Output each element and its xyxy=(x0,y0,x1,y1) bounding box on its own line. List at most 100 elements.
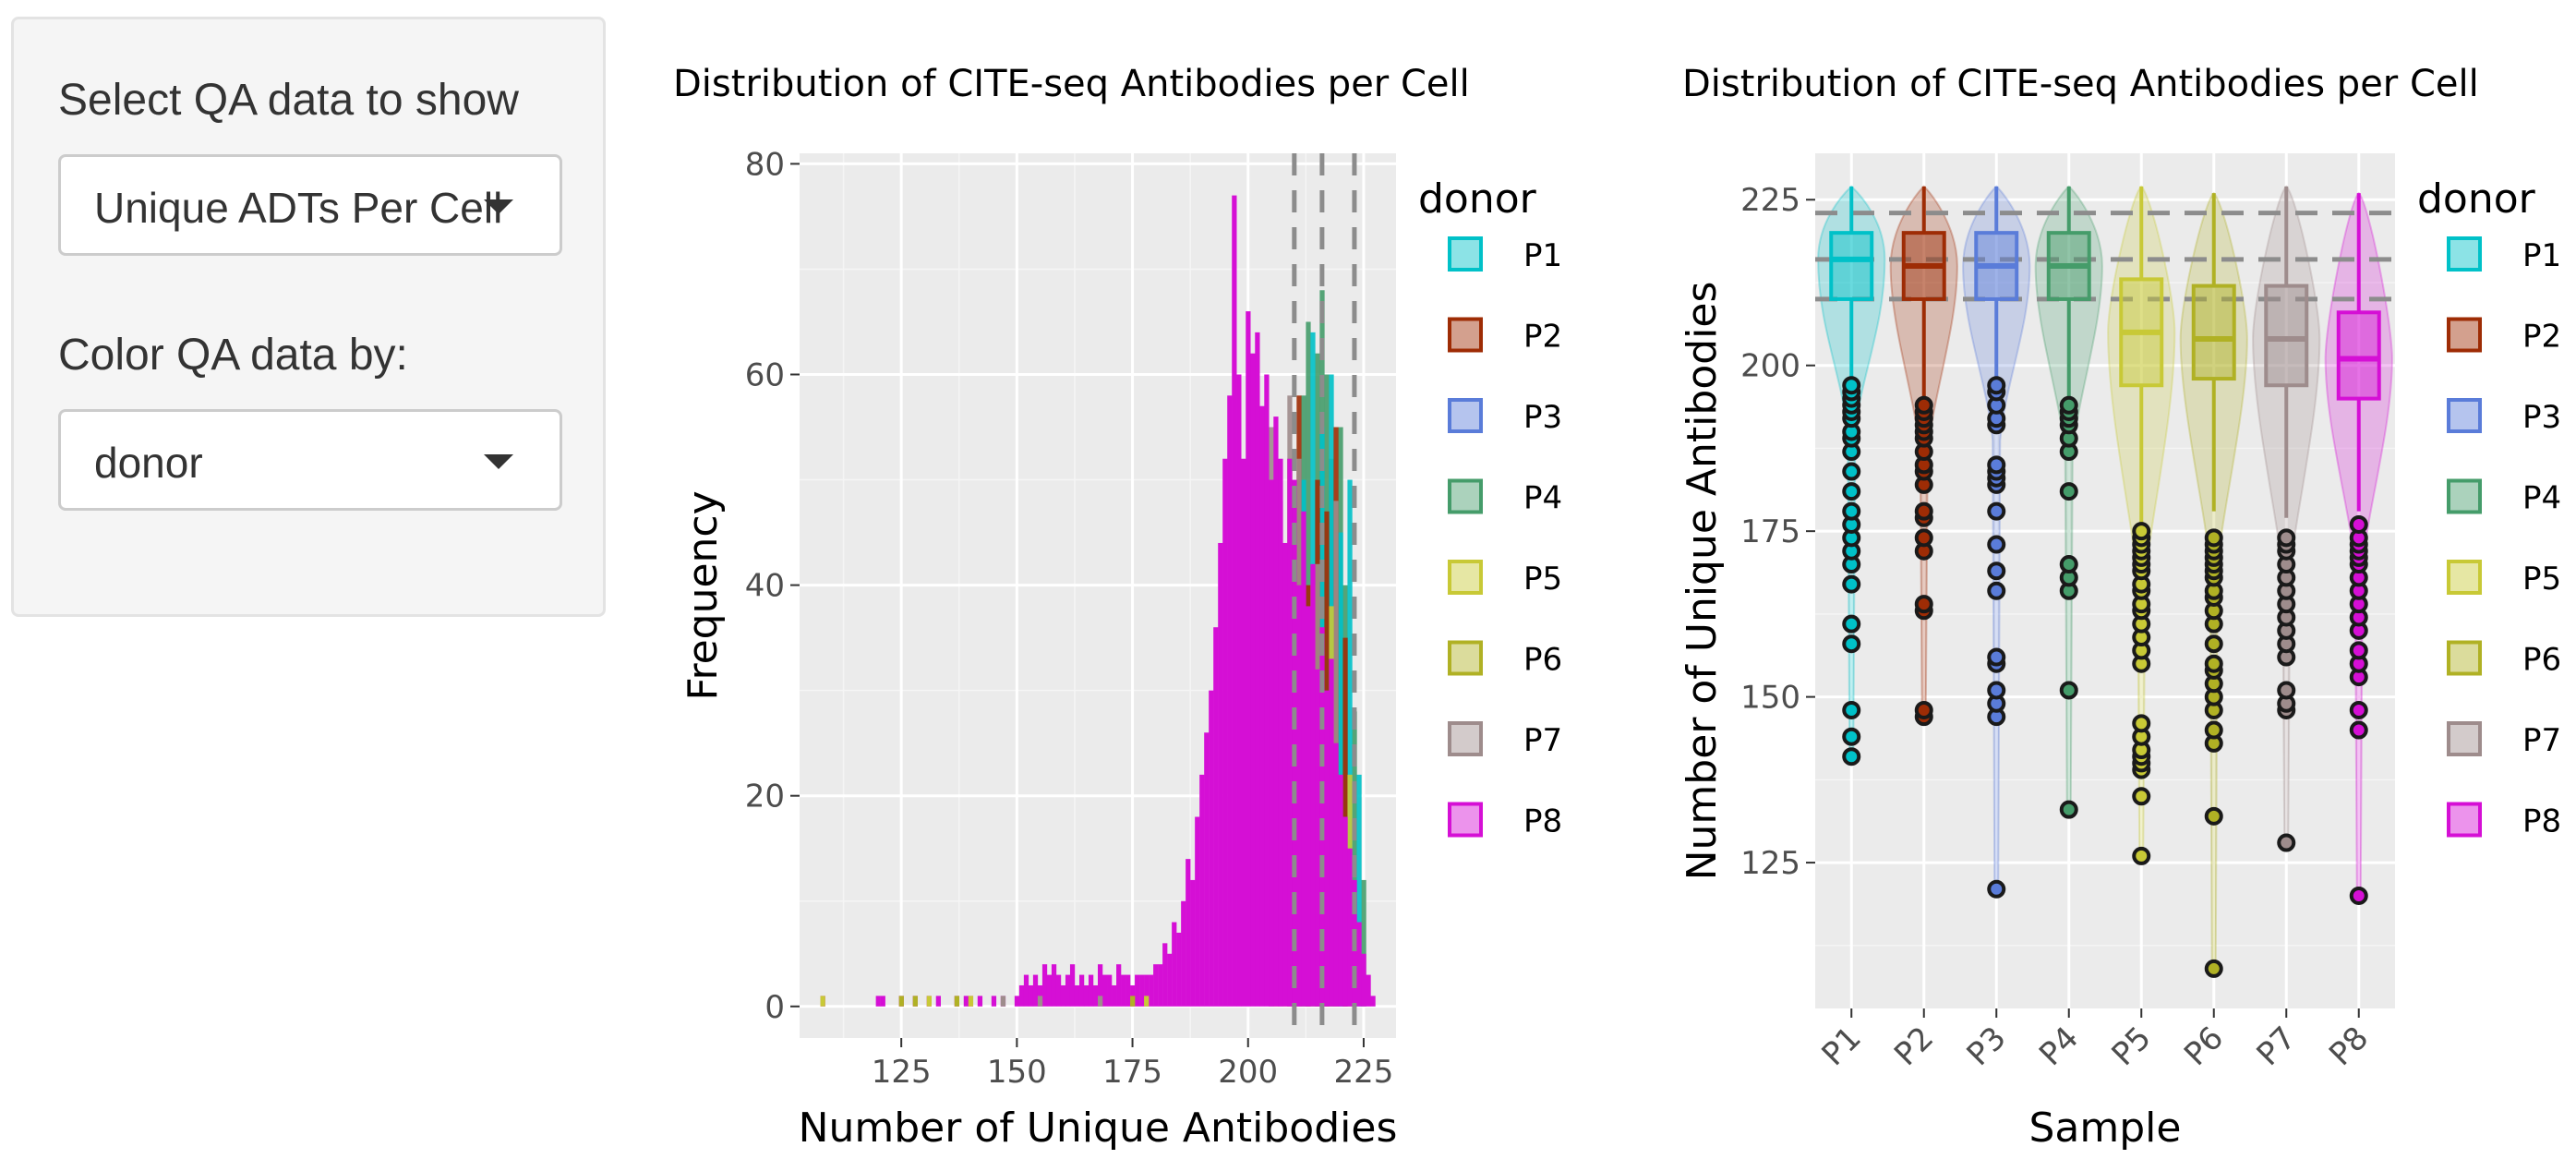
outlier-point-p4 xyxy=(2059,482,2078,501)
histogram-bar xyxy=(1181,900,1186,1007)
histogram-legend-label: P2 xyxy=(1523,319,1562,356)
histogram-bar-p5 xyxy=(926,996,932,1007)
violin-legend-label: P5 xyxy=(2522,561,2561,598)
outlier-point-p7 xyxy=(2277,681,2296,700)
outlier-point-p1 xyxy=(1842,747,1861,767)
outlier-point-p3 xyxy=(1987,647,2006,667)
violin-legend-label: P8 xyxy=(2522,803,2561,840)
outlier-point-p1 xyxy=(1842,634,1861,654)
outlier-point-p8 xyxy=(2349,514,2368,534)
histogram-bar xyxy=(1098,964,1103,1007)
violin-legend-key-p3 xyxy=(2447,398,2482,433)
qa-select-value: Unique ADTs Per Cell xyxy=(94,184,503,232)
histogram-legend-label: P7 xyxy=(1523,722,1562,759)
outlier-point-p6 xyxy=(2204,634,2223,654)
histogram-bar xyxy=(1259,405,1265,1007)
histogram-bar xyxy=(1018,984,1025,1007)
histogram-legend-label: P3 xyxy=(1523,399,1562,436)
histogram-bar xyxy=(1092,984,1099,1007)
outlier-point-p1 xyxy=(1842,482,1861,501)
histogram-title: Distribution of CITE-seq Antibodies per … xyxy=(673,63,1470,105)
histogram-bar xyxy=(880,996,885,1007)
outlier-point-p3 xyxy=(1987,376,2006,395)
violin-y-tick-label: 225 xyxy=(1740,182,1800,219)
histogram-bar xyxy=(1282,542,1288,1007)
histogram-bar xyxy=(1107,974,1113,1007)
histogram-bar xyxy=(1186,859,1191,1007)
histogram-bar xyxy=(1292,479,1297,1007)
outlier-point-p4 xyxy=(2059,681,2078,700)
histogram-bar xyxy=(1112,984,1117,1007)
color-by-select[interactable]: donor xyxy=(58,409,562,511)
histogram-y-axis-label: Frequency xyxy=(680,490,727,700)
outlier-point-p5 xyxy=(2132,522,2151,541)
violin-legend-label: P6 xyxy=(2522,642,2561,679)
outlier-point-p4 xyxy=(2059,800,2078,819)
histogram-bar xyxy=(1055,974,1062,1007)
histogram-bar xyxy=(1241,458,1246,1007)
histogram-x-axis-label: Number of Unique Antibodies xyxy=(799,1105,1398,1152)
histogram-legend-key-p1 xyxy=(1448,236,1483,272)
histogram-legend-label: P8 xyxy=(1523,803,1562,840)
violin-legend-label: P7 xyxy=(2522,722,2561,759)
violin-title: Distribution of CITE-seq Antibodies per … xyxy=(1682,63,2479,105)
violin-legend-label: P1 xyxy=(2522,237,2561,274)
histogram-bar xyxy=(1218,542,1223,1007)
histogram-bar xyxy=(1356,922,1362,1007)
histogram-x-tick-label: 175 xyxy=(1102,1054,1162,1091)
histogram-bar xyxy=(1083,984,1089,1007)
outlier-point-p7 xyxy=(2277,833,2296,852)
violin-y-tick-label: 200 xyxy=(1740,348,1800,385)
outlier-point-p8 xyxy=(2349,886,2368,905)
histogram-bar xyxy=(1060,984,1066,1007)
color-select-value: donor xyxy=(94,439,203,487)
outlier-point-p4 xyxy=(2059,395,2078,415)
violin-x-axis-label: Sample xyxy=(2029,1105,2182,1152)
histogram-bar-p6 xyxy=(912,996,918,1007)
histogram-bar xyxy=(1273,416,1279,1007)
histogram-bar xyxy=(875,996,881,1007)
histogram-bar xyxy=(1347,848,1353,1007)
outlier-point-p2 xyxy=(1914,700,1933,719)
histogram-legend-key-p7 xyxy=(1448,721,1483,756)
outlier-point-p7 xyxy=(2277,528,2296,548)
outlier-point-p6 xyxy=(2204,959,2223,978)
outlier-point-p5 xyxy=(2132,846,2151,865)
histogram-legend-key-p5 xyxy=(1448,560,1483,595)
histogram-legend-key-p6 xyxy=(1448,640,1483,676)
histogram-bar xyxy=(1306,606,1311,1007)
histogram-bar xyxy=(1310,563,1316,1007)
histogram-bar xyxy=(1329,658,1334,1007)
histogram-bar xyxy=(1278,458,1283,1007)
histogram-legend-label: P1 xyxy=(1523,237,1562,274)
violin-x-tick-label: P8 xyxy=(2322,1020,2376,1073)
histogram-bar xyxy=(1370,996,1376,1007)
histogram-bar xyxy=(1153,964,1159,1007)
color-select-label: Color QA data by: xyxy=(58,331,408,380)
histogram-bar xyxy=(1144,974,1150,1007)
histogram-bar xyxy=(1032,974,1039,1007)
histogram-bar xyxy=(1190,879,1196,1007)
histogram-bar xyxy=(1236,374,1242,1007)
outlier-point-p4 xyxy=(2059,555,2078,574)
outlier-point-p2 xyxy=(1914,595,1933,614)
histogram-bar xyxy=(1319,627,1325,1007)
histogram-bar xyxy=(1250,353,1256,1007)
histogram-y-tick-label: 0 xyxy=(764,989,785,1026)
histogram-bar-p1 xyxy=(1347,479,1353,1007)
chevron-down-icon xyxy=(484,199,513,214)
histogram-bar-p7 xyxy=(1037,996,1043,1007)
outlier-point-p3 xyxy=(1987,535,2006,554)
box-p8 xyxy=(2336,310,2381,401)
histogram-bar-p7 xyxy=(1000,996,1006,1007)
histogram-bar xyxy=(977,996,983,1007)
histogram-bar xyxy=(1264,374,1270,1007)
histogram-bar xyxy=(1074,984,1080,1007)
histogram-bar xyxy=(1162,943,1168,1007)
histogram-bar xyxy=(1135,974,1140,1007)
histogram-legend-key-p2 xyxy=(1448,317,1483,353)
histogram-bar xyxy=(1315,669,1320,1007)
qa-data-select[interactable]: Unique ADTs Per Cell xyxy=(58,154,562,256)
histogram-bar-p5 xyxy=(968,996,974,1007)
